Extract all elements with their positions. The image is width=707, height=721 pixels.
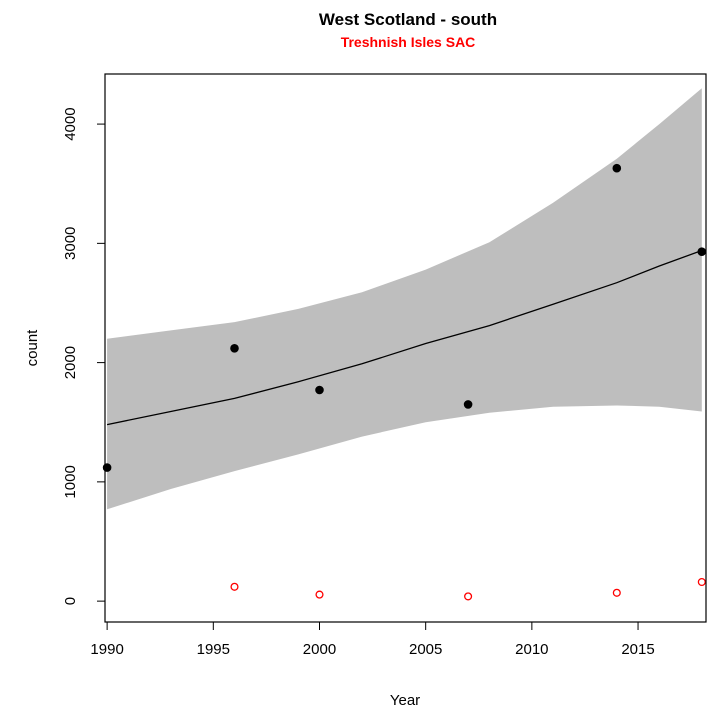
data-point <box>464 592 473 601</box>
y-axis: 0 1000 2000 3000 4000 <box>62 107 106 605</box>
data-point <box>463 400 473 409</box>
y-tick-label: 3000 <box>62 227 79 260</box>
chart-title: West Scotland - south <box>319 10 497 29</box>
y-tick-label: 1000 <box>62 465 79 498</box>
x-tick-label: 2005 <box>409 641 442 658</box>
data-point <box>315 385 324 395</box>
confidence-band <box>107 88 702 510</box>
confidence-band-layer <box>107 88 702 510</box>
data-point <box>697 247 707 256</box>
x-axis: 1990 1995 2000 2005 2010 2015 <box>90 621 655 658</box>
points-layer <box>102 163 707 601</box>
fit-line <box>106 249 703 426</box>
x-tick-label: 1990 <box>90 641 123 658</box>
x-tick-label: 2010 <box>515 641 548 658</box>
y-tick-label: 0 <box>62 597 79 605</box>
y-tick-label: 2000 <box>62 346 79 379</box>
chart-subtitle: Treshnish Isles SAC <box>341 34 476 50</box>
x-tick-label: 1995 <box>197 641 230 658</box>
x-axis-title: Year <box>390 692 420 709</box>
y-tick-label: 4000 <box>62 107 79 140</box>
data-point <box>612 163 622 173</box>
x-tick-label: 2000 <box>303 641 336 658</box>
data-point <box>230 344 239 353</box>
data-point <box>697 577 706 587</box>
fit-line-layer <box>106 249 703 426</box>
data-point <box>315 590 324 599</box>
data-point <box>230 582 239 591</box>
y-axis-title: count <box>24 329 41 367</box>
x-tick-label: 2015 <box>621 641 654 658</box>
data-point <box>612 588 621 597</box>
